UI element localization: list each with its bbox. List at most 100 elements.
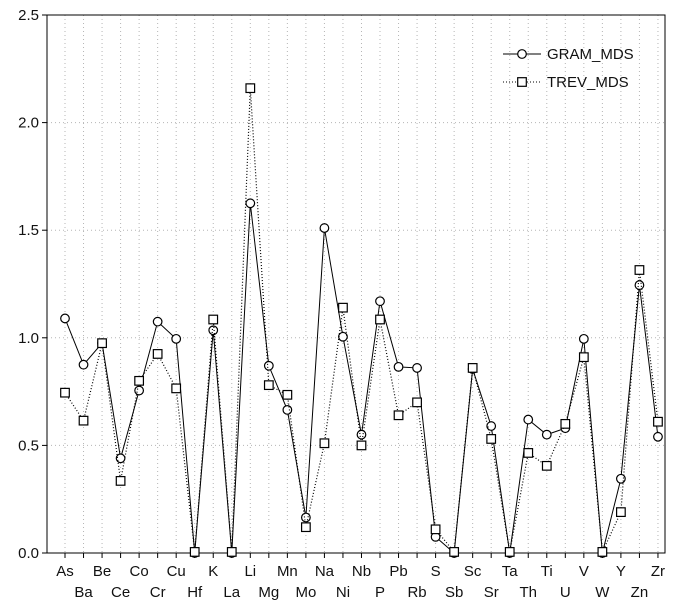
data-point (115, 476, 126, 486)
data-point (226, 547, 237, 557)
y-tick-label: 0.5 (18, 437, 39, 454)
legend-marker (517, 49, 527, 59)
data-point (78, 415, 89, 426)
x-tick-label: Be (93, 563, 111, 580)
x-tick-label: Sr (484, 584, 499, 601)
data-point (412, 397, 422, 408)
x-tick-label: Ce (111, 584, 130, 601)
data-point (634, 265, 645, 275)
data-point (634, 280, 645, 290)
data-point (282, 404, 293, 415)
series-layer (60, 83, 663, 558)
y-axis: 0.0 0.5 1.0 1.5 2.0 2.5 (18, 7, 47, 562)
data-point (393, 361, 404, 372)
series-TREV_MDS (60, 83, 663, 557)
x-tick-label: Sc (464, 563, 482, 580)
data-point (78, 359, 89, 370)
data-point (393, 410, 404, 421)
y-tick-label: 2.5 (18, 7, 39, 24)
legend-item: GRAM_MDS (503, 46, 634, 63)
data-point (616, 473, 626, 484)
data-point (356, 440, 367, 451)
x-tick-label: Rb (407, 584, 426, 601)
data-point (97, 338, 107, 349)
x-tick-label: K (208, 563, 218, 580)
x-tick-label: U (560, 584, 571, 601)
x-tick-label: Th (519, 584, 537, 601)
x-tick-label: Zr (651, 563, 665, 580)
data-point (208, 314, 219, 325)
data-point (60, 387, 70, 398)
x-tick-label: Mg (258, 584, 279, 601)
x-tick-label: As (56, 563, 74, 580)
data-point (300, 512, 311, 523)
data-point (541, 460, 552, 471)
data-point (653, 431, 663, 442)
legend: GRAM_MDS TREV_MDS (503, 46, 634, 91)
data-point (319, 223, 330, 233)
grid (47, 15, 665, 553)
x-tick-label: P (375, 584, 385, 601)
data-point (560, 418, 571, 429)
data-point (152, 316, 163, 327)
legend-label: TREV_MDS (547, 74, 629, 91)
x-tick-label: Ni (336, 584, 350, 601)
x-tick-label: Zn (631, 584, 649, 601)
x-tick-label: V (579, 563, 589, 580)
data-point (486, 421, 497, 431)
x-tick-label: Li (244, 563, 256, 580)
legend-item: TREV_MDS (503, 74, 629, 91)
plot-frame (46, 14, 666, 554)
data-point (653, 416, 663, 427)
x-tick-label: Hf (187, 584, 203, 601)
x-tick-label: Mo (295, 584, 316, 601)
data-point (152, 349, 163, 359)
x-tick-label: Sb (445, 584, 463, 601)
data-point (375, 314, 385, 325)
data-point (134, 385, 145, 396)
data-point (245, 83, 256, 94)
x-tick-label: La (223, 584, 240, 601)
y-tick-label: 1.0 (18, 330, 39, 347)
x-tick-label: S (431, 563, 441, 580)
data-point (189, 547, 200, 557)
data-point (578, 333, 589, 344)
x-tick-label: Pb (389, 563, 407, 580)
data-point (430, 524, 441, 535)
data-point (504, 547, 515, 557)
data-point (245, 198, 256, 209)
data-point (541, 429, 552, 440)
x-tick-label: Ba (74, 584, 93, 601)
y-tick-label: 0.0 (18, 545, 39, 562)
data-point (486, 434, 497, 444)
legend-marker (517, 77, 527, 87)
y-tick-label: 1.5 (18, 222, 39, 239)
x-tick-label: Cu (167, 563, 186, 580)
data-point (171, 383, 182, 394)
x-tick-label: Ta (502, 563, 519, 580)
data-point (282, 389, 293, 400)
x-tick-label: Co (130, 563, 149, 580)
x-tick-label: Nb (352, 563, 371, 580)
data-point (171, 333, 182, 344)
x-tick-label: Ti (541, 563, 553, 580)
data-point (115, 453, 126, 464)
data-point (449, 547, 460, 557)
x-tick-label: Na (315, 563, 335, 580)
data-point (467, 363, 478, 373)
data-point (263, 380, 274, 391)
data-point (523, 448, 534, 458)
data-point (523, 414, 534, 425)
x-axis: AsBaBeCeCoCrCuHfKLaLiMgMnMoNaNiNbPPbRbSS… (56, 553, 665, 601)
data-point (578, 352, 589, 363)
x-tick-label: Cr (150, 584, 166, 601)
data-point (208, 325, 219, 336)
y-tick-label: 2.0 (18, 115, 39, 132)
data-point (375, 296, 385, 307)
data-point (597, 547, 608, 557)
data-point (60, 313, 70, 324)
data-point (356, 429, 367, 440)
data-point (263, 360, 274, 371)
data-point (319, 438, 330, 449)
data-point (300, 522, 311, 533)
